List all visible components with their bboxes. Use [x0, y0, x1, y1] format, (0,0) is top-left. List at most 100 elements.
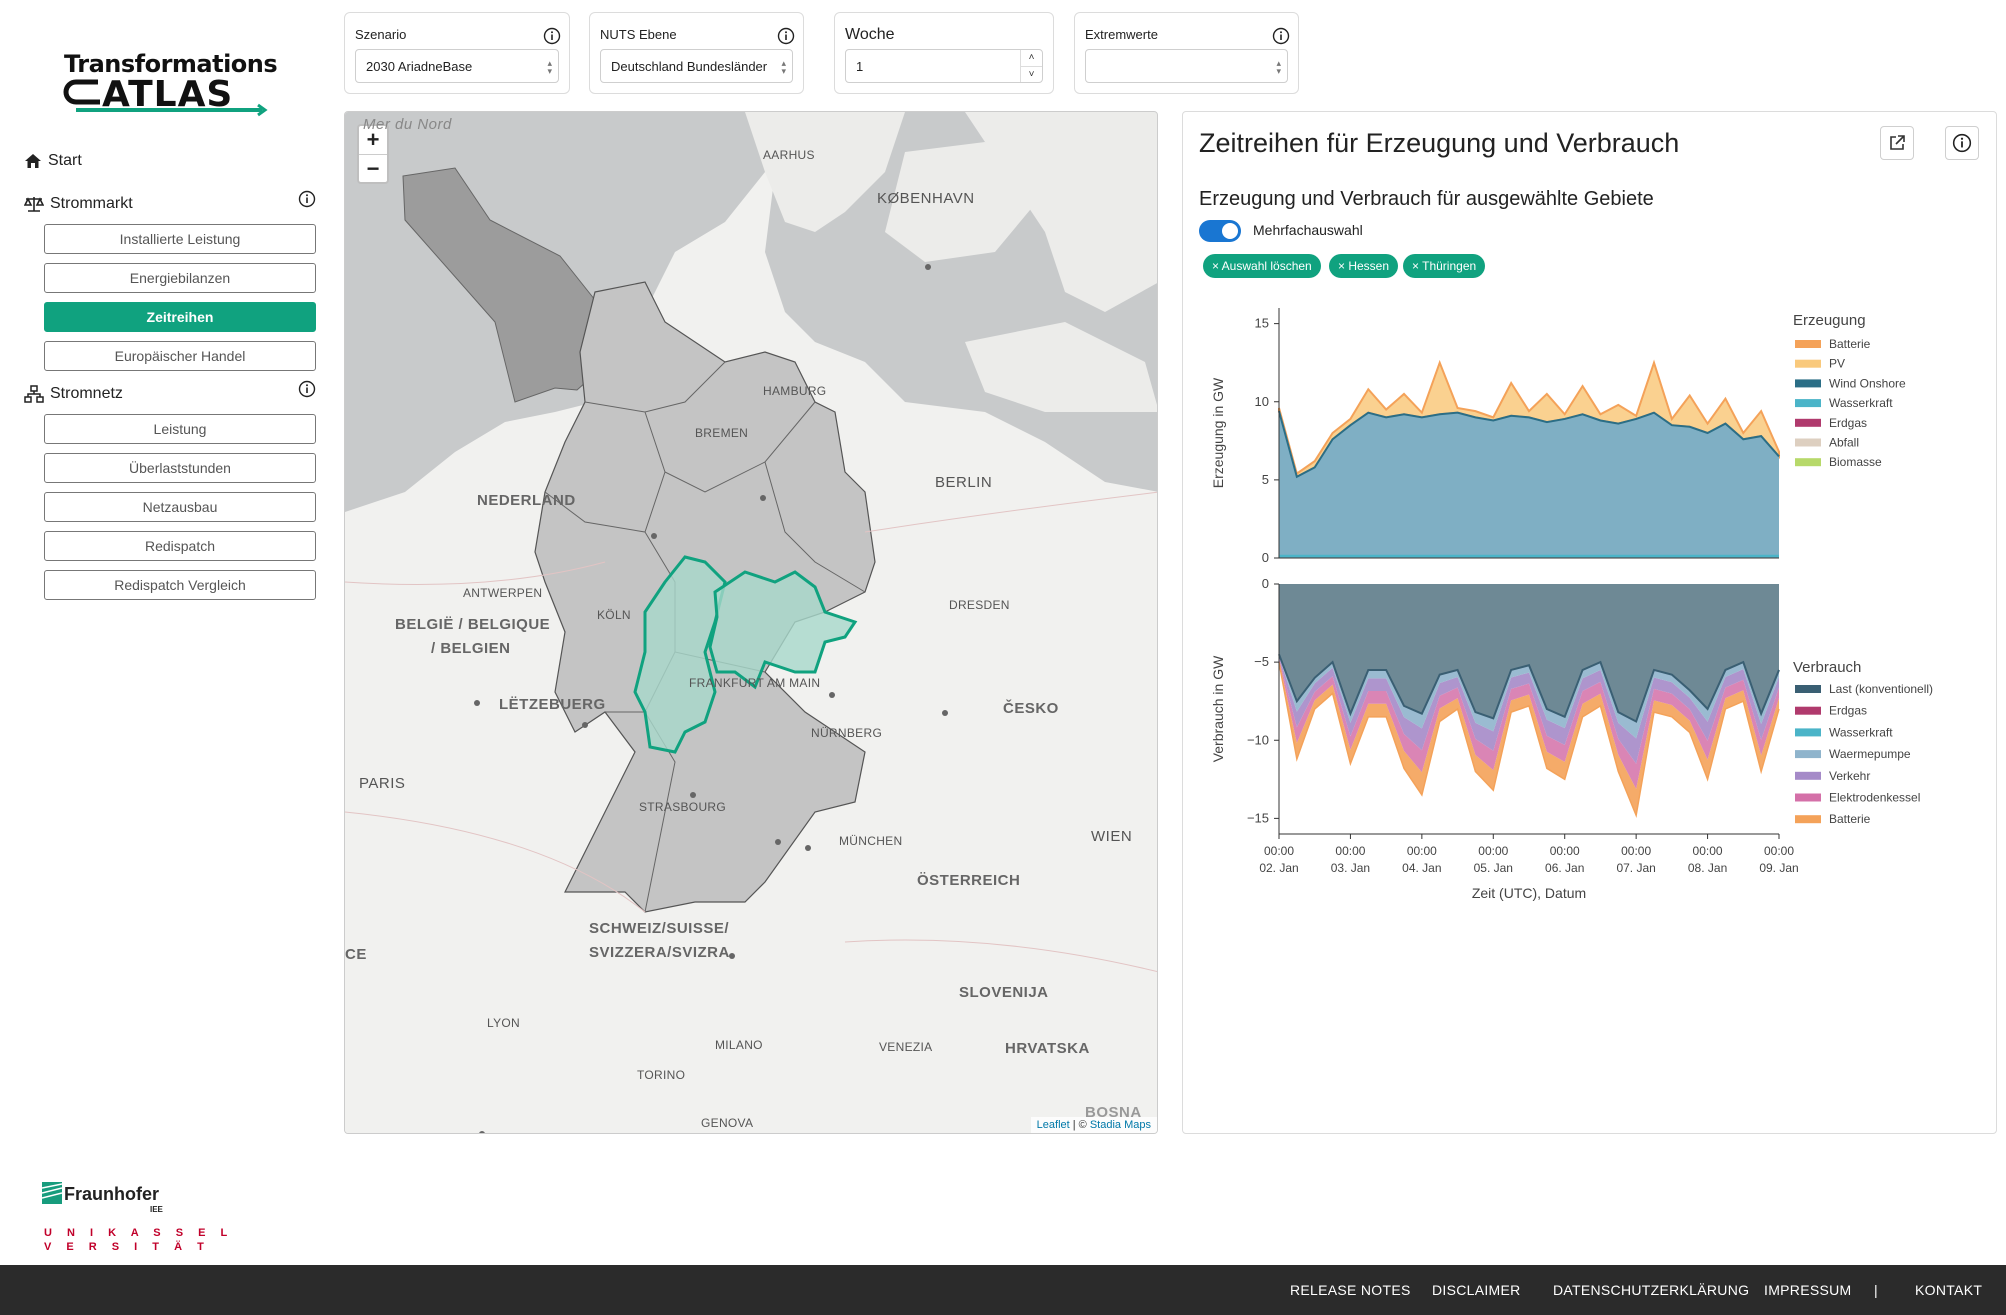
x-tick-time-label: 00:00 [1550, 844, 1580, 858]
extremwerte-select[interactable]: ▴ ▾ [1085, 49, 1288, 83]
logo-text-line2: ATLAS [102, 74, 234, 115]
nav-start[interactable]: Start [24, 152, 82, 170]
x-tick-date-label: 03. Jan [1331, 861, 1370, 875]
footer-impressum[interactable]: IMPRESSUM [1764, 1282, 1852, 1298]
consumption-legend-item: Verkehr [1829, 769, 1870, 783]
nuts-select[interactable]: Deutschland Bundesländer ▴ ▾ [600, 49, 793, 83]
export-button[interactable] [1880, 126, 1914, 160]
map-label-kobenhavn: KØBENHAVN [877, 190, 975, 207]
szenario-select[interactable]: 2030 AriadneBase ▴ ▾ [355, 49, 559, 83]
consumption-legend-swatch [1795, 815, 1821, 824]
generation-legend-item: PV [1829, 357, 1845, 371]
stadia-maps-link[interactable]: Stadia Maps [1089, 1119, 1151, 1131]
map[interactable]: + − Mer du Nord AARHUS KØBENHAVN HAMBURG… [344, 111, 1158, 1134]
fraunhofer-text: Fraunhofer [64, 1184, 160, 1204]
logo-text-line1: Transformations [64, 50, 278, 78]
consumption-legend-item: Last (konventionell) [1829, 682, 1933, 696]
fraunhofer-logo[interactable]: Fraunhofer IEE [40, 1180, 180, 1220]
sidebar-item-ueberlaststunden[interactable]: Überlaststunden [44, 453, 316, 483]
fraunhofer-iee-text: IEE [150, 1205, 163, 1214]
select-arrows-icon: ▴ ▾ [547, 58, 552, 76]
generation-wind-area [1279, 411, 1779, 558]
chip-auswahl-loeschen[interactable]: × Auswahl löschen [1203, 254, 1321, 278]
chip-thueringen[interactable]: × Thüringen [1403, 254, 1486, 278]
map-label-nurnberg: NÜRNBERG [811, 726, 883, 740]
nav-stromnetz[interactable]: Stromnetz [24, 385, 123, 403]
nav-strommarkt-label: Strommarkt [50, 195, 133, 212]
consumption-legend-swatch [1795, 685, 1821, 693]
mehrfachauswahl-toggle[interactable] [1199, 220, 1241, 242]
consumption-last-line [1278, 653, 1780, 723]
map-label-mer-du-nord: Mer du Nord [363, 116, 452, 133]
sidebar-item-redispatch[interactable]: Redispatch [44, 531, 316, 561]
extremwerte-label: Extremwerte [1085, 27, 1158, 42]
nuts-info-icon[interactable] [777, 27, 795, 45]
footer-kontakt[interactable]: KONTAKT [1915, 1282, 1983, 1298]
panel-info-button[interactable] [1945, 126, 1979, 160]
map-label-antwerpen: ANTWERPEN [463, 586, 543, 600]
woche-stepper[interactable]: ˄ ˅ [1020, 50, 1042, 82]
footer-datenschutz[interactable]: DATENSCHUTZERKLÄRUNG [1553, 1282, 1750, 1298]
stepper-down-icon[interactable]: ˅ [1021, 66, 1042, 82]
map-attribution: Leaflet | © Stadia Maps [1030, 1117, 1157, 1133]
x-tick-date-label: 08. Jan [1688, 861, 1727, 875]
external-link-icon [1890, 135, 1905, 150]
generation-legend-swatch [1795, 438, 1821, 447]
strommarkt-info-icon[interactable] [298, 190, 316, 208]
generation-wind-line [1278, 410, 1780, 479]
consumption-legend-swatch [1795, 793, 1821, 802]
chip-hessen[interactable]: × Hessen [1329, 254, 1399, 278]
x-tick-time-label: 00:00 [1693, 844, 1723, 858]
map-label-bosna: BOSNA [1085, 1104, 1142, 1121]
woche-control: Woche 1 ˄ ˅ [834, 12, 1054, 94]
sidebar-item-leistung[interactable]: Leistung [44, 414, 316, 444]
generation-legend-item: Wind Onshore [1829, 376, 1906, 390]
zoom-control: + − [357, 124, 389, 184]
extremwerte-info-icon[interactable] [1272, 27, 1290, 45]
sidebar-item-zeitreihen[interactable]: Zeitreihen [44, 302, 316, 332]
woche-label: Woche [845, 26, 895, 43]
map-label-slovenija: SLOVENIJA [959, 984, 1049, 1001]
x-tick-time-label: 00:00 [1764, 844, 1794, 858]
x-tick-date-label: 02. Jan [1259, 861, 1298, 875]
footer-release-notes[interactable]: RELEASE NOTES [1290, 1282, 1411, 1298]
sidebar-item-installierte-leistung[interactable]: Installierte Leistung [44, 224, 316, 254]
sidebar-item-energiebilanzen[interactable]: Energiebilanzen [44, 263, 316, 293]
map-label-svizzera: SVIZZERA/SVIZRA [589, 944, 730, 961]
x-tick-date-label: 06. Jan [1545, 861, 1584, 875]
region-thueringen[interactable] [708, 570, 858, 690]
generation-legend-swatch [1795, 359, 1821, 368]
footer-disclaimer[interactable]: DISCLAIMER [1432, 1282, 1521, 1298]
x-tick-time-label: 00:00 [1335, 844, 1365, 858]
map-label-nederland: NEDERLAND [477, 492, 576, 509]
sidebar-item-redispatch-vergleich[interactable]: Redispatch Vergleich [44, 570, 316, 600]
zoom-out-button[interactable]: − [359, 154, 387, 182]
generation-legend-swatch [1795, 418, 1821, 427]
uni-kassel-logo[interactable]: U N I K A S S E L V E R S I T Ä T [44, 1226, 233, 1254]
leaflet-link[interactable]: Leaflet [1036, 1119, 1070, 1131]
woche-number-input[interactable]: 1 ˄ ˅ [845, 49, 1043, 83]
szenario-info-icon[interactable] [543, 27, 561, 45]
sidebar-item-netzausbau[interactable]: Netzausbau [44, 492, 316, 522]
generation-ytick-label: 10 [1255, 394, 1269, 409]
nav-start-label: Start [48, 152, 82, 169]
transformations-atlas-logo[interactable]: Transformations ATLAS [62, 50, 278, 122]
timeseries-chart[interactable]: 0 5 10 15 Erzeugung in GW Erzeugung Batterie PV… [1183, 112, 1998, 1135]
map-label-wien: WIEN [1091, 828, 1133, 845]
map-tiles [345, 112, 1157, 1133]
nav-strommarkt[interactable]: Strommarkt [24, 195, 133, 213]
generation-ylabel: Erzeugung in GW [1210, 377, 1226, 488]
generation-legend-swatch [1795, 399, 1821, 408]
stepper-up-icon[interactable]: ˄ [1028, 52, 1035, 63]
zoom-in-button[interactable]: + [366, 127, 380, 152]
x-tick-date-label: 09. Jan [1759, 861, 1798, 875]
consumption-total-line [1278, 661, 1780, 818]
nuts-value: Deutschland Bundesländer [611, 58, 768, 74]
sidebar-item-europaeischer-handel[interactable]: Europäischer Handel [44, 341, 316, 371]
uni-kassel-line2: V E R S I T Ä T [44, 1241, 210, 1253]
consumption-legend-swatch [1795, 750, 1821, 759]
region-hessen[interactable] [633, 555, 727, 754]
stromnetz-info-icon[interactable] [298, 380, 316, 398]
consumption-legend-swatch [1795, 728, 1821, 737]
x-tick-date-label: 05. Jan [1474, 861, 1513, 875]
